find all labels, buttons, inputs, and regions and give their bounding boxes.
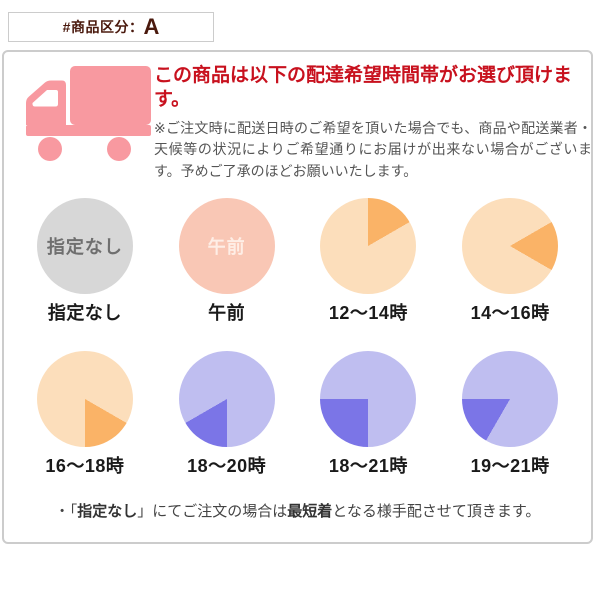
pie-inner-label: 指定なし xyxy=(46,237,123,257)
pie-19-21 xyxy=(462,351,559,447)
time-slot-label: 16〜18時 xyxy=(45,456,125,476)
time-slot-16-18: 16〜18時 xyxy=(14,351,156,478)
product-category-value: A xyxy=(143,14,160,39)
delivery-truck-icon xyxy=(18,62,153,167)
time-slot-grid: 指定なし 指定なし 午前 午前 12〜14時 14〜16時 xyxy=(4,198,591,504)
note-mid-text: にてご注文の場合は xyxy=(152,503,288,520)
pie-inner-label: 午前 xyxy=(207,237,246,257)
pie-12-14 xyxy=(320,198,417,294)
pie-morning: 午前 xyxy=(178,198,275,294)
note-bold-shortest: 最短着 xyxy=(287,503,333,520)
delivery-info-panel: この商品は以下の配達希望時間帯がお選び頂けます。 ※ご注文時に配送日時のご希望を… xyxy=(2,50,593,544)
time-slot-morning: 午前 午前 xyxy=(156,198,298,325)
note-bold-no-preference: 指定なし xyxy=(77,503,138,520)
time-slot-label: 18〜20時 xyxy=(187,456,267,476)
time-slot-18-20: 18〜20時 xyxy=(156,351,298,478)
pie-18-21 xyxy=(320,351,417,447)
time-slot-label: 18〜21時 xyxy=(328,456,408,476)
pie-16-18 xyxy=(36,351,133,447)
time-slot-19-21: 19〜21時 xyxy=(439,351,581,478)
time-slot-12-14: 12〜14時 xyxy=(298,198,440,325)
delivery-heading: この商品は以下の配達希望時間帯がお選び頂けます。 xyxy=(154,65,573,110)
time-slot-row-1: 指定なし 指定なし 午前 午前 12〜14時 14〜16時 xyxy=(4,198,591,325)
pie-14-16 xyxy=(462,198,559,294)
pie-none: 指定なし xyxy=(36,198,133,294)
product-category-badge: #商品区分： A xyxy=(8,12,214,42)
time-slot-none: 指定なし 指定なし xyxy=(14,198,156,325)
note-suffix-text: となる様手配させて頂きます。 xyxy=(332,503,541,520)
time-slot-14-16: 14〜16時 xyxy=(439,198,581,325)
time-slot-label: 19〜21時 xyxy=(470,456,550,476)
product-category-label: #商品区分： xyxy=(62,19,144,35)
time-slot-label: 午前 xyxy=(208,303,246,323)
delivery-disclaimer: ※ご注文時に配送日時のご希望を頂いた場合でも、商品や配送業者・天候等の状況により… xyxy=(154,119,592,179)
time-slot-label: 12〜14時 xyxy=(328,303,408,323)
time-slot-18-21: 18〜21時 xyxy=(298,351,440,478)
note-close-quote: 」 xyxy=(137,503,153,520)
time-slot-label: 14〜16時 xyxy=(470,303,550,323)
delivery-intro: この商品は以下の配達希望時間帯がお選び頂けます。 ※ご注文時に配送日時のご希望を… xyxy=(154,64,592,183)
shortest-delivery-note: ・「指定なし」にてご注文の場合は最短着となる様手配させて頂きます。 xyxy=(4,500,591,521)
time-slot-label: 指定なし xyxy=(47,303,122,323)
note-bullet: ・ xyxy=(54,503,70,520)
pie-18-20 xyxy=(178,351,275,447)
time-slot-row-2: 16〜18時 18〜20時 18〜21時 19〜21時 xyxy=(4,351,591,478)
note-open-quote: 「 xyxy=(69,503,78,520)
